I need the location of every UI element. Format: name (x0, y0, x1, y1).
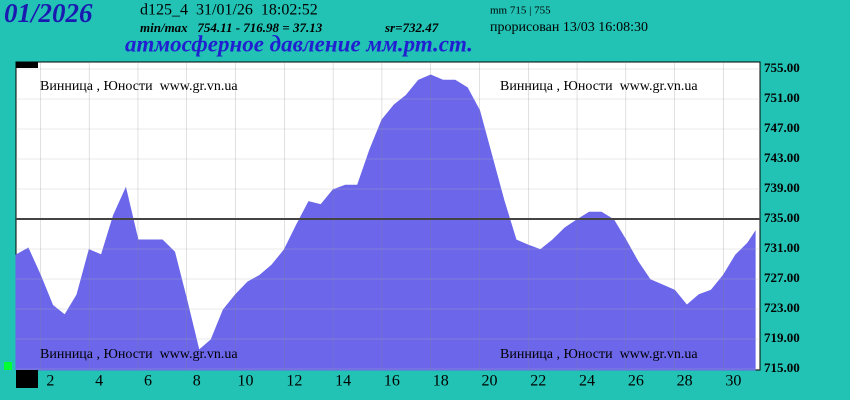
x-tick-label: 28 (677, 373, 693, 390)
watermark: Винница , Юности www.gr.vn.ua (500, 347, 698, 362)
y-tick-label: 715.00 (764, 360, 800, 375)
x-tick-label: 8 (193, 373, 201, 390)
x-tick-label: 16 (384, 373, 400, 390)
y-tick-label: 731.00 (764, 240, 800, 255)
chart-title: 01/2026 (4, 0, 93, 28)
plot-layer (15, 62, 760, 371)
y-tick-label: 755.00 (764, 60, 800, 75)
status-square (4, 362, 12, 370)
chart-subtitle: атмосферное давление мм.рт.ст. (125, 31, 473, 56)
y-tick-label: 735.00 (764, 210, 800, 225)
x-tick-label: 24 (579, 373, 595, 390)
x-tick-label: 18 (433, 373, 449, 390)
x-tick-label: 2 (46, 373, 54, 390)
x-tick-label: 4 (95, 373, 103, 390)
x-tick-label: 20 (481, 373, 497, 390)
pressure-area (15, 74, 756, 371)
x-tick-label: 6 (144, 373, 152, 390)
drawn-time: прорисован 13/03 16:08:30 (490, 20, 648, 35)
corner-marker (16, 62, 38, 68)
y-tick-label: 723.00 (764, 300, 800, 315)
watermark: Винница , Юности www.gr.vn.ua (40, 347, 238, 362)
x-tick-label: 12 (286, 373, 302, 390)
x-tick-label: 14 (335, 373, 351, 390)
min-max: min/max 754.11 - 716.98 = 37.13 (140, 20, 323, 35)
watermark: Винница , Юности www.gr.vn.ua (40, 79, 238, 94)
range-note: mm 715 | 755 (490, 5, 551, 17)
header-info: d125_4 31/01/26 18:02:52 (140, 2, 318, 19)
x-tick-label: 26 (628, 373, 644, 390)
average: sr=732.47 (384, 20, 439, 35)
x-tick-label: 10 (238, 373, 254, 390)
y-tick-label: 751.00 (764, 90, 800, 105)
y-tick-label: 739.00 (764, 180, 800, 195)
y-tick-label: 743.00 (764, 150, 800, 165)
x-tick-label: 30 (725, 373, 741, 390)
watermark: Винница , Юности www.gr.vn.ua (500, 79, 698, 94)
x-tick-label: 22 (530, 373, 546, 390)
y-tick-label: 719.00 (764, 330, 800, 345)
corner-marker (16, 370, 38, 388)
y-tick-label: 727.00 (764, 270, 800, 285)
y-tick-label: 747.00 (764, 120, 800, 135)
